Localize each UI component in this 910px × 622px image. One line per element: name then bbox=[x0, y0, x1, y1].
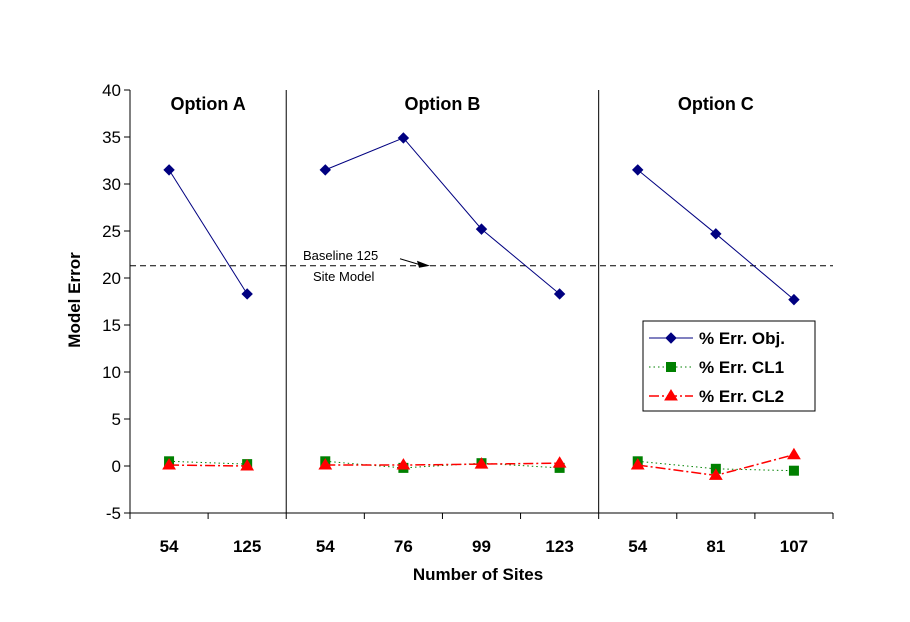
data-point-triangle bbox=[708, 468, 723, 480]
legend-label: % Err. CL2 bbox=[699, 387, 784, 406]
y-tick-label: 0 bbox=[112, 457, 121, 476]
legend: % Err. Obj. % Err. CL1 % Err. CL2 bbox=[642, 320, 816, 412]
data-point-square bbox=[666, 362, 676, 372]
data-point-triangle bbox=[240, 459, 255, 471]
data-point-diamond bbox=[710, 228, 722, 240]
series-3 bbox=[162, 447, 801, 480]
data-point-square bbox=[788, 465, 799, 476]
y-tick-label: 5 bbox=[112, 410, 121, 429]
x-tick-label: 123 bbox=[545, 537, 573, 556]
x-tick-label: 107 bbox=[780, 537, 808, 556]
x-tick-label: 99 bbox=[472, 537, 491, 556]
group-label: Option B bbox=[404, 94, 480, 114]
reference-label-line2: Site Model bbox=[313, 269, 375, 284]
data-point-triangle bbox=[474, 457, 489, 469]
reference-line-group: Baseline 125 Site Model bbox=[130, 248, 833, 284]
data-point-triangle bbox=[396, 458, 411, 470]
y-tick-label: 35 bbox=[102, 128, 121, 147]
y-tick-label: 10 bbox=[102, 363, 121, 382]
data-point-diamond bbox=[553, 288, 566, 300]
x-tick-label: 81 bbox=[706, 537, 725, 556]
legend-label: % Err. CL1 bbox=[699, 358, 784, 377]
x-tick-label: 125 bbox=[233, 537, 261, 556]
x-tick-label: 54 bbox=[316, 537, 335, 556]
group-label: Option A bbox=[170, 94, 245, 114]
series-line bbox=[637, 460, 794, 472]
y-tick-label: -5 bbox=[106, 504, 121, 523]
data-point-triangle bbox=[318, 458, 333, 470]
data-point-diamond bbox=[475, 223, 488, 235]
data-point-diamond bbox=[788, 293, 800, 306]
x-axis: 54 125 54 76 99 123 54 81 107 bbox=[129, 512, 834, 556]
data-point-diamond bbox=[665, 332, 677, 344]
series-layer bbox=[162, 132, 801, 480]
y-axis-title: Model Error bbox=[65, 252, 84, 348]
data-point-diamond bbox=[319, 164, 331, 176]
series-line bbox=[325, 460, 560, 469]
y-axis: -5 0 5 10 15 20 25 30 35 40 bbox=[102, 81, 131, 523]
y-tick-label: 15 bbox=[102, 316, 121, 335]
x-axis-title: Number of Sites bbox=[413, 565, 543, 584]
data-point-triangle bbox=[552, 456, 567, 468]
data-point-diamond bbox=[163, 164, 175, 176]
data-point-triangle bbox=[787, 447, 801, 460]
series-line bbox=[325, 137, 560, 295]
reference-label-line1: Baseline 125 bbox=[303, 248, 378, 263]
data-point-diamond bbox=[241, 288, 253, 300]
series-1 bbox=[163, 132, 800, 306]
group-label: Option C bbox=[678, 94, 754, 114]
data-point-diamond bbox=[632, 164, 644, 176]
data-point-diamond bbox=[397, 132, 410, 144]
series-line bbox=[169, 460, 248, 465]
y-tick-label: 40 bbox=[102, 81, 121, 100]
group-labels: Option A Option B Option C bbox=[170, 94, 753, 114]
x-tick-label: 54 bbox=[160, 537, 179, 556]
y-tick-label: 30 bbox=[102, 175, 121, 194]
x-tick-label: 54 bbox=[628, 537, 647, 556]
reference-arrow-head bbox=[417, 260, 430, 268]
data-point-triangle bbox=[162, 458, 176, 470]
y-tick-label: 20 bbox=[102, 269, 121, 288]
legend-label: % Err. Obj. bbox=[699, 329, 785, 348]
series-line bbox=[325, 462, 560, 466]
y-tick-label: 25 bbox=[102, 222, 121, 241]
data-point-triangle bbox=[630, 458, 645, 470]
data-point-triangle bbox=[664, 389, 678, 401]
series-line bbox=[168, 169, 248, 295]
group-dividers bbox=[285, 90, 600, 513]
x-tick-label: 76 bbox=[394, 537, 413, 556]
series-line bbox=[169, 464, 248, 467]
reference-arrow-shaft bbox=[399, 258, 421, 266]
